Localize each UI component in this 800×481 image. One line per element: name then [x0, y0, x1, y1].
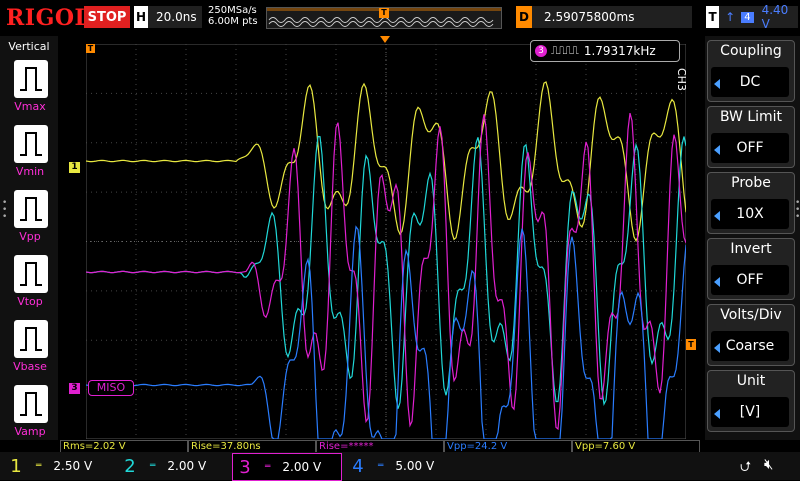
left-arrow-icon: [714, 409, 720, 419]
channel-scale: 5.00 V: [395, 459, 435, 473]
channel-status-bar: [0, 452, 800, 480]
measurement-bar: Rms=2.02 V Rise=37.80ns Rise=***** Vpp=24.2…: [58, 440, 706, 454]
channel-3-status[interactable]: 3 ═ 2.00 V: [232, 453, 342, 481]
menu-invert-button[interactable]: Invert OFF: [707, 238, 795, 300]
memory-position-bar[interactable]: T: [266, 7, 502, 29]
trigger-box[interactable]: T ↑ 4 4.40 V: [706, 3, 798, 31]
timebase-box[interactable]: H 20.0ns: [134, 6, 202, 28]
menu-item-title: Probe: [731, 175, 771, 191]
speaker-mute-icon[interactable]: 🔇︎: [764, 455, 774, 473]
dc-coupling-icon: ═: [150, 461, 156, 471]
menu-coupling-button[interactable]: Coupling DC: [707, 40, 795, 102]
delay-box[interactable]: D 2.59075800ms: [516, 6, 692, 28]
trigger-arrow-icon: [380, 36, 390, 43]
measure-item-label: Vtop: [17, 295, 43, 308]
menu-unit-button[interactable]: Unit [V]: [707, 370, 795, 432]
channel-scale: 2.50 V: [53, 459, 93, 473]
menu-item-value: Coarse: [711, 331, 789, 361]
delay-value: 2.59075800ms: [544, 10, 635, 24]
channel-number: 3: [239, 456, 251, 478]
frequency-value: 1.79317kHz: [583, 44, 656, 58]
channel-2-status[interactable]: 2 ═ 2.00 V: [118, 453, 226, 479]
measure-panel-title: Vertical: [8, 40, 50, 53]
menu-bw-limit-button[interactable]: BW Limit OFF: [707, 106, 795, 168]
run-stop-indicator[interactable]: STOP: [84, 6, 130, 28]
trigger-time-marker: T: [86, 44, 95, 53]
menu-item-title: Unit: [736, 373, 766, 389]
trigger-position-marker[interactable]: T: [379, 8, 389, 18]
channel-number: 4: [352, 455, 364, 477]
ch3-offset-marker[interactable]: 3: [69, 383, 80, 394]
menu-item-title: Coupling: [720, 43, 782, 59]
brand-logo: RIGOL: [6, 5, 91, 31]
ch1-offset-marker[interactable]: 1: [69, 162, 80, 173]
waveform-grid: [85, 43, 687, 440]
waveform-display[interactable]: [85, 43, 687, 440]
trigger-level: 4.40 V: [761, 3, 789, 31]
vmin-icon[interactable]: [14, 125, 48, 163]
menu-item-title: Invert: [730, 241, 772, 257]
sample-rate: 250MSa/s: [208, 5, 257, 16]
trigger-channel: 4: [741, 11, 754, 23]
menu-probe-button[interactable]: Probe 10X: [707, 172, 795, 234]
menu-volts-div-button[interactable]: Volts/Div Coarse: [707, 304, 795, 366]
counter-channel: 3: [535, 45, 547, 57]
channel-scale: 2.00 V: [282, 460, 322, 474]
delay-label: D: [516, 6, 532, 28]
memory-depth: 6.00M pts: [208, 16, 258, 27]
vbase-icon[interactable]: [14, 320, 48, 358]
frequency-counter: 3 ⎍⎍⎍⎍ 1.79317kHz: [530, 40, 680, 62]
menu-item-title: BW Limit: [719, 109, 783, 125]
channel-number: 2: [124, 455, 136, 477]
menu-item-value: OFF: [711, 133, 789, 163]
menu-item-value: OFF: [711, 265, 789, 295]
vtop-icon[interactable]: [14, 255, 48, 293]
vamp-icon[interactable]: [14, 385, 48, 423]
channel-number: 1: [10, 455, 22, 477]
channel-1-status[interactable]: 1 ═ 2.50 V: [4, 453, 112, 479]
measure-item-label: Vbase: [13, 360, 47, 373]
dc-coupling-icon: ═: [378, 461, 384, 471]
left-arrow-icon: [714, 145, 720, 155]
menu-item-value: DC: [711, 67, 789, 97]
left-arrow-icon: [714, 343, 720, 353]
vmax-icon[interactable]: [14, 60, 48, 98]
page-dots-right: • • •: [795, 198, 800, 222]
trigger-label: T: [706, 6, 720, 28]
left-arrow-icon: [714, 211, 720, 221]
measure-item-label: Vmax: [14, 100, 46, 113]
menu-item-title: Volts/Div: [720, 307, 782, 323]
ch1-trace: [85, 81, 687, 243]
measure-item-label: Vmin: [15, 165, 45, 178]
page-dots: • • •: [2, 198, 8, 222]
trigger-level-marker[interactable]: T: [686, 339, 696, 350]
acquisition-info: 250MSa/s 6.00M pts: [208, 5, 258, 27]
square-wave-icon: ⎍⎍⎍⎍: [551, 44, 579, 57]
menu-item-value: 10X: [711, 199, 789, 229]
menu-channel-tag: CH3: [675, 68, 688, 91]
ch3-trace: [85, 112, 687, 431]
vpp-icon[interactable]: [14, 190, 48, 228]
dc-coupling-icon: ═: [36, 461, 42, 471]
measure-item-label: Vpp: [19, 230, 41, 243]
channel-scale: 2.00 V: [167, 459, 207, 473]
rising-edge-icon: ↑: [725, 10, 736, 24]
decoder-label[interactable]: MISO: [88, 380, 134, 396]
measure-item-label: Vamp: [14, 425, 46, 438]
timebase-label: H: [134, 6, 148, 28]
timebase-value: 20.0ns: [156, 10, 197, 24]
menu-item-value: [V]: [711, 397, 789, 427]
usb-icon: ⮍: [740, 459, 752, 475]
measure-menu-panel: [0, 36, 58, 440]
left-arrow-icon: [714, 79, 720, 89]
dc-coupling-icon: ═: [265, 462, 271, 472]
left-arrow-icon: [714, 277, 720, 287]
channel-4-status[interactable]: 4 ═ 5.00 V: [346, 453, 454, 479]
